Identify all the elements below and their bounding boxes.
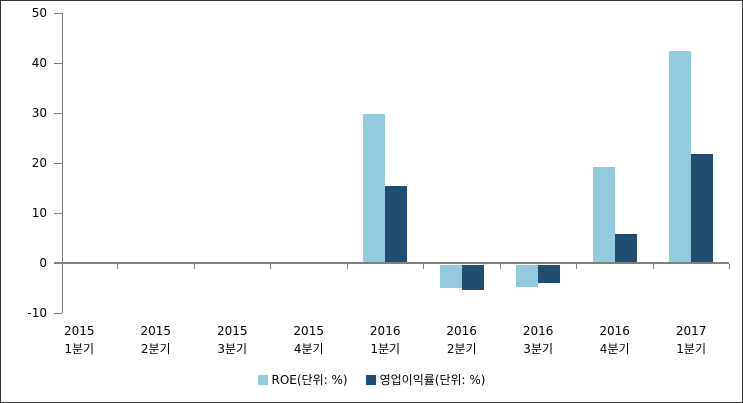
y-tick-label: 10: [31, 206, 47, 220]
x-cat-label-line: 2016: [369, 324, 401, 338]
bar: [363, 114, 386, 263]
bar: [691, 153, 714, 263]
y-axis-tick: [54, 213, 62, 214]
x-axis-tick: [499, 264, 501, 269]
y-axis-tick: [54, 163, 62, 164]
x-cat-label-line: 4분기: [293, 342, 324, 356]
x-cat-label: 2015 1분기: [36, 322, 122, 358]
legend-swatch-icon: [257, 374, 268, 385]
x-cat-label-line: 3분기: [523, 342, 554, 356]
legend-item: 영업이익률(단위: %): [365, 371, 486, 388]
x-axis-tick: [193, 264, 195, 269]
y-axis-tick: [54, 13, 62, 14]
y-tick-label: -10: [27, 306, 47, 320]
legend-label: 영업이익률(단위: %): [379, 373, 486, 387]
bar: [538, 265, 561, 283]
x-cat-label-line: 1분기: [370, 342, 401, 356]
y-axis-tick: [54, 63, 62, 64]
y-tick-label: 20: [31, 156, 47, 170]
legend: ROE(단위: %) 영업이익률(단위: %): [1, 371, 742, 388]
y-axis-tick: [54, 313, 62, 314]
legend-label: ROE(단위: %): [271, 373, 348, 387]
y-tick-label: 40: [31, 56, 47, 70]
x-cat-label-line: 1분기: [676, 342, 706, 356]
x-axis-tick: [423, 264, 425, 269]
x-cat-label: 2016 4분기: [571, 322, 657, 358]
bar: [439, 265, 462, 288]
x-axis-tick: [270, 264, 272, 269]
bar: [516, 265, 539, 287]
legend-item: ROE(단위: %): [257, 371, 348, 388]
x-cat-label: 2015 2분기: [112, 322, 198, 358]
y-axis-tick: [54, 113, 62, 114]
x-cat-label-line: 2017: [675, 324, 707, 338]
x-axis-tick: [652, 264, 654, 269]
x-axis-tick: [729, 264, 731, 269]
x-axis-tick: [346, 264, 348, 269]
bar: [592, 166, 615, 263]
x-cat-label-line: 2016: [599, 324, 630, 338]
legend-swatch-icon: [365, 374, 376, 385]
x-cat-label-line: 2016: [522, 324, 554, 338]
x-cat-label-line: 2015: [293, 324, 324, 338]
x-axis-line: [54, 262, 730, 264]
x-cat-label-line: 1분기: [64, 342, 95, 356]
x-cat-label-line: 2015: [216, 324, 248, 338]
x-cat-label-line: 2분기: [446, 342, 477, 356]
bar: [385, 185, 408, 263]
x-cat-label-line: 2015: [140, 324, 171, 338]
bar: [669, 51, 692, 263]
x-axis-tick: [117, 264, 119, 269]
x-axis-tick: [576, 264, 578, 269]
y-tick-label: 30: [31, 106, 47, 120]
x-cat-label-line: 3분기: [217, 342, 248, 356]
x-cat-label: 2016 1분기: [342, 322, 428, 358]
x-cat-label: 2016 2분기: [418, 322, 504, 358]
y-tick-label: 0: [39, 256, 47, 270]
x-cat-label: 2016 3분기: [495, 322, 581, 358]
x-cat-label-line: 2015: [63, 324, 95, 338]
bar: [461, 265, 484, 290]
y-axis-line: [62, 13, 63, 313]
x-cat-label: 2015 4분기: [265, 322, 351, 358]
x-cat-label: 2017 1분기: [648, 322, 734, 358]
x-cat-label-line: 2분기: [140, 342, 171, 356]
x-cat-label-line: 2016: [446, 324, 477, 338]
x-cat-label: 2015 3분기: [189, 322, 275, 358]
x-cat-label-line: 4분기: [599, 342, 630, 356]
bar: [614, 234, 637, 263]
y-tick-label: 50: [31, 6, 47, 20]
